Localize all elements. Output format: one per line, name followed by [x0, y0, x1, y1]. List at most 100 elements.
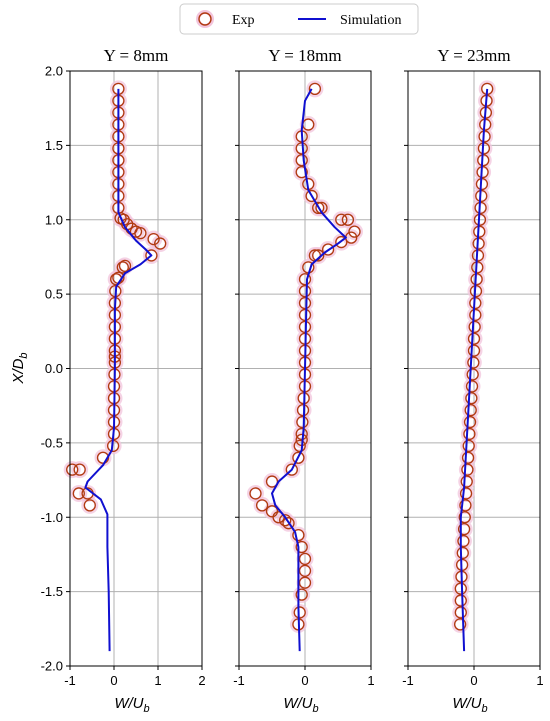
- exp-point: [302, 118, 315, 131]
- exp-point-halo: [142, 246, 160, 264]
- exp-point: [295, 165, 308, 179]
- exp-point-halo: [81, 496, 99, 514]
- x-tick-label: 2: [198, 673, 205, 688]
- exp-point-halo: [70, 484, 88, 502]
- exp-point: [464, 403, 477, 417]
- exp-point: [295, 154, 308, 167]
- x-tick-label: 0: [110, 673, 117, 688]
- exp-point-halo: [71, 461, 89, 479]
- exp-point: [467, 344, 481, 357]
- exp-point: [460, 475, 473, 488]
- x-axis-label-main: W/U: [114, 695, 143, 712]
- exp-point: [147, 232, 160, 246]
- exp-point-halo: [247, 484, 264, 502]
- y-tick-label: 1.5: [45, 138, 63, 153]
- exp-point: [465, 392, 478, 405]
- exp-point: [467, 332, 481, 345]
- exp-point: [293, 439, 306, 453]
- legend: Exp Simulation: [179, 3, 419, 35]
- y-tick-label: 0.5: [45, 287, 63, 302]
- exp-point: [295, 540, 308, 554]
- panel-y-23mm: Y = 23mm -1 0 1 W/Ub: [402, 46, 543, 715]
- exp-point: [462, 439, 475, 453]
- exp-point: [285, 463, 298, 476]
- exp-point: [83, 499, 96, 512]
- x-axis-label: W/Ub: [452, 695, 487, 715]
- x-tick-label: 1: [367, 673, 374, 688]
- simulation-line: [84, 88, 153, 652]
- legend-exp-marker: [198, 12, 212, 26]
- exp-point-halo: [332, 211, 350, 229]
- y-tick-label: -2.0: [41, 659, 63, 674]
- exp-point: [465, 380, 479, 393]
- y-tick-label: 2.0: [45, 64, 63, 79]
- exp-point: [335, 213, 348, 226]
- panel-y-18mm: Y = 18mm -1 0 1 W/Ub: [233, 46, 374, 715]
- exp-point: [463, 415, 477, 429]
- exp-point: [66, 463, 79, 476]
- x-tick-label: 0: [470, 673, 477, 688]
- panel-title: Y = 23mm: [437, 46, 510, 65]
- exp-point: [154, 237, 167, 250]
- exp-point-halo: [303, 187, 321, 205]
- x-tick-label: -1: [402, 673, 414, 688]
- exp-point: [467, 356, 480, 369]
- legend-exp-halo: [196, 10, 214, 28]
- x-axis-label: W/Ub: [114, 695, 149, 715]
- x-tick-label: 1: [154, 673, 161, 688]
- x-tick-label: 1: [536, 673, 543, 688]
- exp-point: [457, 534, 470, 548]
- exp-point: [468, 320, 481, 334]
- exp-point: [282, 517, 295, 530]
- exp-point: [72, 487, 85, 500]
- y-axis-label-sub: b: [18, 352, 30, 358]
- x-tick-label: -1: [64, 673, 76, 688]
- exp-point-halo: [151, 235, 169, 253]
- exp-point: [298, 296, 312, 310]
- y-axis-label-main: X/D: [10, 358, 27, 384]
- y-axis-label: X/Db: [10, 352, 30, 384]
- exp-point: [454, 606, 467, 619]
- exp-point: [469, 308, 482, 322]
- x-axis-label-sub: b: [482, 703, 488, 715]
- exp-point-halo: [63, 461, 81, 479]
- x-axis-label-main: W/U: [283, 695, 312, 712]
- legend-exp-label: Exp: [232, 13, 255, 28]
- y-tick-label: -1.0: [41, 510, 63, 525]
- exp-point: [305, 189, 318, 203]
- exp-point: [298, 308, 312, 322]
- exp-point: [335, 235, 348, 249]
- exp-point: [312, 249, 325, 262]
- exp-point: [298, 552, 312, 566]
- y-tick-label: -0.5: [41, 435, 63, 450]
- simulation-line: [459, 88, 489, 652]
- simulation-line: [271, 88, 347, 652]
- exp-point: [145, 249, 158, 262]
- exp-point: [73, 463, 86, 476]
- exp-point: [298, 564, 312, 577]
- exp-point-halo: [306, 80, 324, 98]
- exp-point: [249, 487, 262, 500]
- exp-point: [118, 259, 132, 273]
- panel-title: Y = 8mm: [104, 46, 169, 65]
- exp-point: [292, 528, 305, 542]
- exp-point: [461, 451, 475, 464]
- exp-point-halo: [339, 211, 357, 229]
- exp-point-halo: [283, 461, 301, 479]
- exp-point: [456, 546, 469, 560]
- exp-point: [348, 225, 361, 238]
- exp-point: [296, 415, 309, 429]
- panel-title: Y = 18mm: [268, 46, 341, 65]
- exp-point: [134, 226, 147, 240]
- exp-point: [292, 451, 305, 464]
- x-axis-label-sub: b: [144, 703, 150, 715]
- exp-point: [295, 588, 308, 601]
- exp-point-halo: [293, 586, 311, 604]
- exp-point: [459, 487, 473, 500]
- x-tick-label: 0: [301, 673, 308, 688]
- panel-y-8mm: Y = 8mm -1 0 1 2 2.0 1.5 1.0 0.5 0.0 -0.5 -1.0 -1.5 -…: [41, 46, 206, 715]
- exp-point-halo: [280, 514, 297, 532]
- exp-point: [321, 243, 335, 256]
- x-tick-label: -1: [233, 673, 245, 688]
